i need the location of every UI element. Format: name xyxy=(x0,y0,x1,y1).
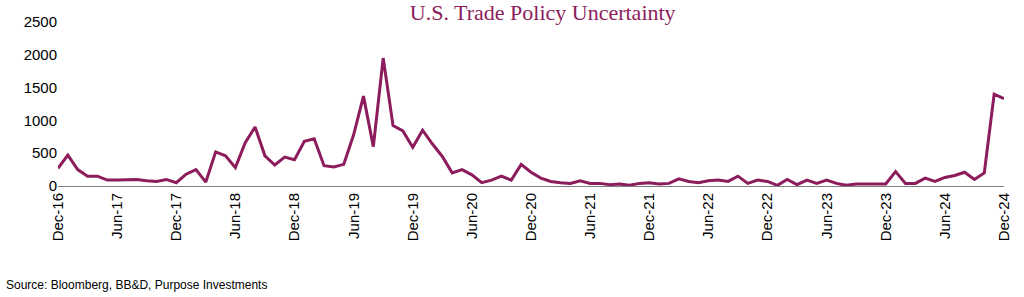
svg-text:1500: 1500 xyxy=(24,79,57,96)
svg-text:500: 500 xyxy=(32,144,57,161)
svg-text:Source: Bloomberg, BB&D, Purpo: Source: Bloomberg, BB&D, Purpose Investm… xyxy=(6,278,267,292)
svg-text:2500: 2500 xyxy=(24,13,57,30)
svg-text:2000: 2000 xyxy=(24,46,57,63)
svg-text:0: 0 xyxy=(49,177,57,194)
svg-text:Dec-20: Dec-20 xyxy=(522,193,539,241)
svg-text:Jun-21: Jun-21 xyxy=(581,193,598,239)
svg-text:Jun-20: Jun-20 xyxy=(463,193,480,239)
svg-text:Jun-24: Jun-24 xyxy=(936,193,953,239)
svg-text:Dec-23: Dec-23 xyxy=(877,193,894,241)
svg-text:Jun-19: Jun-19 xyxy=(345,193,362,239)
svg-text:Dec-19: Dec-19 xyxy=(404,193,421,241)
svg-text:Dec-21: Dec-21 xyxy=(640,193,657,241)
svg-text:Dec-22: Dec-22 xyxy=(758,193,775,241)
svg-text:Dec-18: Dec-18 xyxy=(285,193,302,241)
svg-text:U.S. Trade Policy Uncertainty: U.S. Trade Policy Uncertainty xyxy=(410,0,676,25)
svg-text:Jun-17: Jun-17 xyxy=(108,193,125,239)
svg-text:1000: 1000 xyxy=(24,112,57,129)
svg-text:Dec-17: Dec-17 xyxy=(167,193,184,241)
svg-text:Jun-22: Jun-22 xyxy=(699,193,716,239)
svg-text:Dec-16: Dec-16 xyxy=(49,193,66,241)
svg-text:Jun-18: Jun-18 xyxy=(226,193,243,239)
svg-text:Dec-24: Dec-24 xyxy=(995,193,1012,241)
svg-text:Jun-23: Jun-23 xyxy=(818,193,835,239)
